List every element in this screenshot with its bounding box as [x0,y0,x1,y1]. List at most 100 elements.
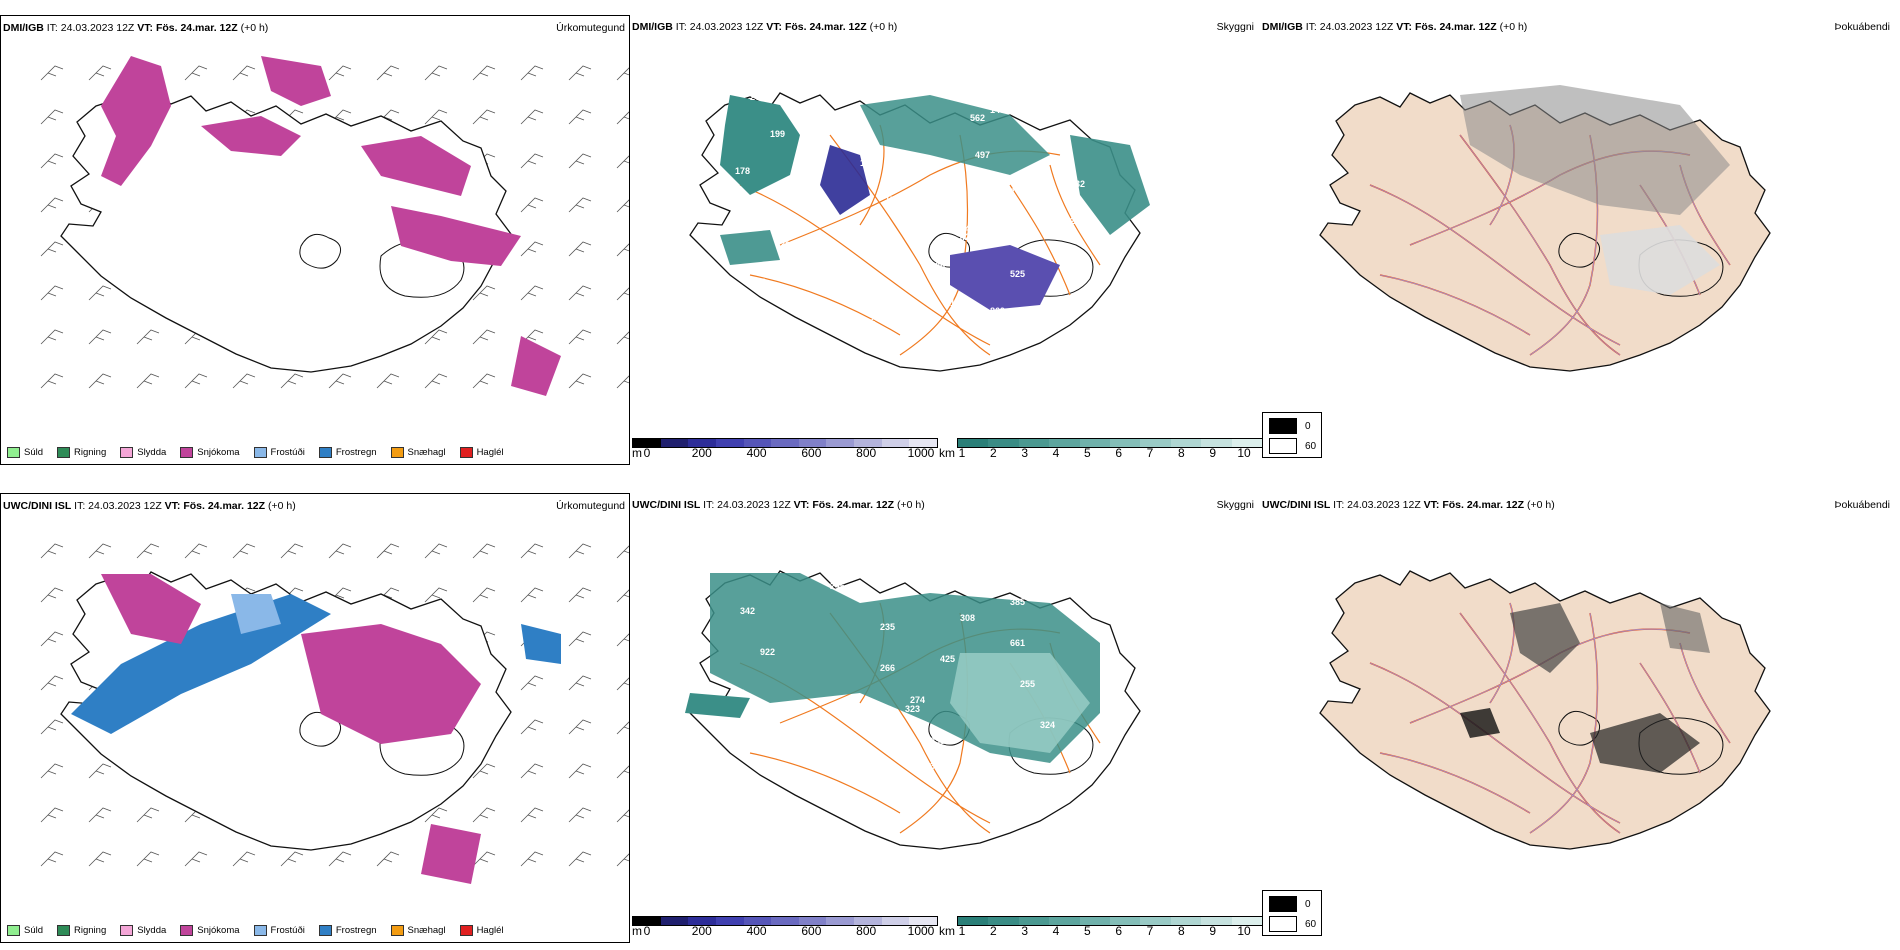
fog-legend: 0 60 [1262,890,1322,936]
colorbar-tick: 1000 [907,924,935,938]
wind-barb [568,543,592,559]
legend-item: Snjókoma [180,925,240,936]
wind-barb [88,851,112,867]
wind-barb [40,631,64,647]
wind-barb [376,373,400,389]
road-line [1379,274,1531,336]
glacier-outline [299,711,342,747]
legend-item: Súld [7,447,43,458]
wind-barb [184,65,208,81]
wind-barb [520,851,544,867]
visibility-map: 337 342 922 468 357 339 246 235 266 323 312 321 385 6… [685,565,1141,850]
wind-barb [616,331,629,345]
wind-barb [328,373,352,389]
cloud-base-label: 146 [990,105,1005,115]
visibility-colorbar [957,916,1263,926]
wind-barb [616,633,629,647]
colorbar-tick: 1 [958,924,966,938]
cloud-base-label: 244 [970,777,985,787]
legend-item: Frostregn [318,447,377,458]
panel-precip-type-uwc: UWC/DINI ISL IT: 24.03.2023 12Z VT: Fös.… [0,493,630,943]
fog-map [1319,85,1771,372]
wind-barb [40,763,64,779]
colorbar-tick: 600 [801,924,822,938]
wind-barb [280,543,304,559]
panel-header: UWC/DINI ISL IT: 24.03.2023 12Z VT: Fös.… [3,500,296,512]
colorbar-tick: 7 [1146,924,1154,938]
panel-visibility-uwc: UWC/DINI ISL IT: 24.03.2023 12Z VT: Fös.… [630,493,1260,943]
colorbar-segment [633,439,661,447]
wind-barb [472,807,496,823]
low-vis-area [1070,135,1150,235]
road-line [1459,612,1621,834]
cloud-base-label: 357 [740,729,755,739]
legend-item: Rigning [57,925,106,936]
fog-legend-item: 60 [1269,916,1316,932]
panel-header: DMI/IGB IT: 24.03.2023 12Z VT: Fös. 24.m… [3,22,269,34]
colorbar-segment [1049,439,1080,447]
legend-item: Súld [7,925,43,936]
fog-legend-item: 0 [1269,418,1311,434]
low-vis-area [720,95,800,195]
wind-barb [40,807,64,823]
panel-visibility-dmi: DMI/IGB IT: 24.03.2023 12Z VT: Fös. 24.m… [630,15,1260,465]
fog-area [1510,603,1580,673]
wind-barb [40,329,64,345]
colorbar-segment [771,439,799,447]
wind-barb [568,65,592,81]
colorbar-segment [688,917,716,925]
cloud-base-label: 277 [1050,142,1065,152]
colorbar-tick: 800 [856,924,877,938]
legend-swatch [459,925,473,936]
legend-label: Rigning [74,925,107,936]
wind-barb [568,373,592,389]
wind-barb [520,65,544,81]
wind-barb [616,589,629,603]
wind-barb [40,675,64,691]
legend-label: Frostúði [270,925,305,936]
legend-label: Súld [24,447,44,458]
wind-barb [568,197,592,213]
wind-barb [616,853,629,867]
panel-header: UWC/DINI ISL IT: 24.03.2023 12Z VT: Fös.… [632,499,925,511]
glacier-outline [1558,232,1601,268]
colorbar-segment [1079,439,1111,447]
panel-header: DMI/IGB IT: 24.03.2023 12Z VT: Fös. 24.m… [1262,21,1528,33]
colorbar-tick: 2 [989,446,997,460]
panel-fog-dmi: DMI/IGB IT: 24.03.2023 12Z VT: Fös. 24.m… [1260,15,1900,465]
cloud-base-label: 321 [970,786,985,796]
colorbar-tick: 0 [643,924,651,938]
colorbar-segment [1140,917,1171,925]
road-line [1679,642,1731,744]
colorbar-tick: 0 [643,446,651,460]
legend-label: Súld [24,925,44,936]
wind-barb [424,329,448,345]
wind-barb [616,243,629,257]
legend-label: Snæhagl [407,925,446,936]
colorbar-segment [1110,439,1141,447]
wind-barb [136,851,160,867]
coastline [1319,570,1771,850]
visibility-colorbar [957,438,1263,448]
cloud-base-label: 339 [780,770,795,780]
fog-legend-label: 60 [1305,918,1317,930]
colorbar-tick: 8 [1177,446,1185,460]
wind-barb [616,375,629,389]
panel-title: Skyggni [1216,21,1254,33]
precip-map [40,56,629,396]
legend-swatch [318,447,332,458]
legend-swatch [459,447,473,458]
cloud-base-label: 323 [905,704,920,714]
colorbar-tick: 3 [1021,446,1028,460]
colorbar-segment [660,439,689,447]
panel-precip-type-dmi: DMI/IGB IT: 24.03.2023 12Z VT: Fös. 24.m… [0,15,630,465]
fog-legend-label: 0 [1305,898,1311,910]
precip-legend: Súld Rigning Slydda Snjókoma Frostúði Frostre… [7,925,504,936]
colorbar-segment [854,439,882,447]
colorbar-tick: 9 [1209,446,1216,460]
wind-barb [568,587,592,603]
wind-barb [88,807,112,823]
colorbar-segment [743,439,772,447]
legend-item: Rigning [57,447,106,458]
colorbar-segment [958,917,989,925]
